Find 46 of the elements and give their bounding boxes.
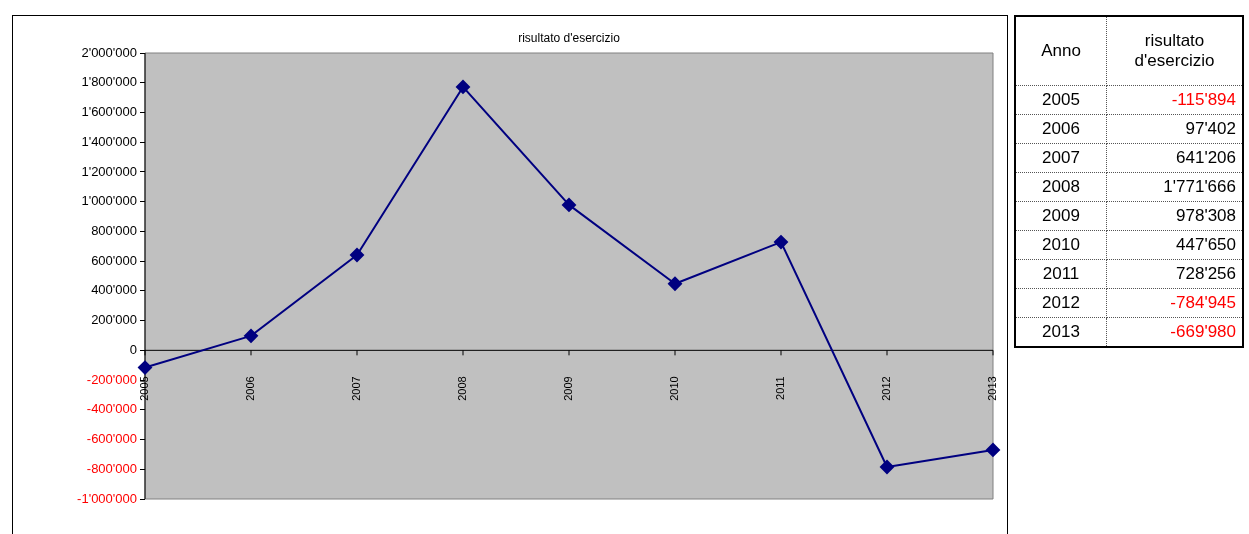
y-tick-label: -400'000 (86, 401, 137, 417)
y-tick-label: -200'000 (86, 371, 137, 387)
x-tick-label: 2011 (774, 376, 787, 400)
text: -669'980 (1170, 322, 1236, 341)
y-tick-label: 1'600'000 (81, 104, 137, 120)
text: 97'402 (1185, 119, 1236, 138)
text: 641'206 (1176, 148, 1236, 167)
y-tick-label: 200'000 (91, 312, 137, 328)
category-label: 2007 (1042, 148, 1080, 167)
chart-title: risultato d'esercizio (518, 31, 621, 46)
y-tick-label: 1'000'000 (81, 193, 137, 209)
category-label: 2013 (1042, 322, 1080, 341)
text: 978'308 (1176, 206, 1236, 225)
category-label: 2008 (1042, 177, 1080, 196)
y-tick-label: 1'800'000 (81, 74, 137, 90)
category-label: 2011 (1042, 264, 1080, 283)
x-tick-label: 2009 (562, 376, 575, 401)
text: 728'256 (1176, 264, 1236, 283)
x-tick-label: 2005 (138, 376, 151, 401)
y-tick-label: 0 (129, 341, 137, 357)
category-label: 2012 (1042, 293, 1080, 312)
y-tick-label: -600'000 (86, 431, 137, 447)
text: Anno (1015, 16, 1107, 86)
x-tick-label: 2010 (668, 376, 681, 401)
y-tick-label: 600'000 (91, 252, 137, 268)
text: 1'771'666 (1163, 177, 1236, 196)
x-tick-label: 2013 (986, 376, 999, 401)
text: 447'650 (1176, 235, 1236, 254)
y-tick-label: -1'000'000 (77, 490, 137, 506)
y-tick-label: 1'400'000 (81, 133, 137, 149)
text: risultato d'esercizio (1106, 16, 1243, 86)
text: -784'945 (1170, 293, 1236, 312)
category-label: 2010 (1042, 235, 1080, 254)
y-tick-label: 2'000'000 (81, 44, 137, 60)
y-tick-label: 400'000 (91, 282, 137, 298)
y-tick-label: 800'000 (91, 222, 137, 238)
x-tick-label: 2008 (456, 376, 469, 401)
category-label: 2006 (1042, 119, 1080, 138)
x-tick-label: 2007 (350, 376, 363, 401)
y-tick-label: 1'200'000 (81, 163, 137, 179)
x-tick-label: 2006 (244, 376, 257, 401)
x-tick-label: 2012 (880, 376, 893, 401)
y-tick-label: -800'000 (86, 460, 137, 476)
category-label: 2005 (1042, 90, 1080, 109)
category-label: 2009 (1042, 206, 1080, 225)
text: -115'894 (1171, 90, 1236, 109)
